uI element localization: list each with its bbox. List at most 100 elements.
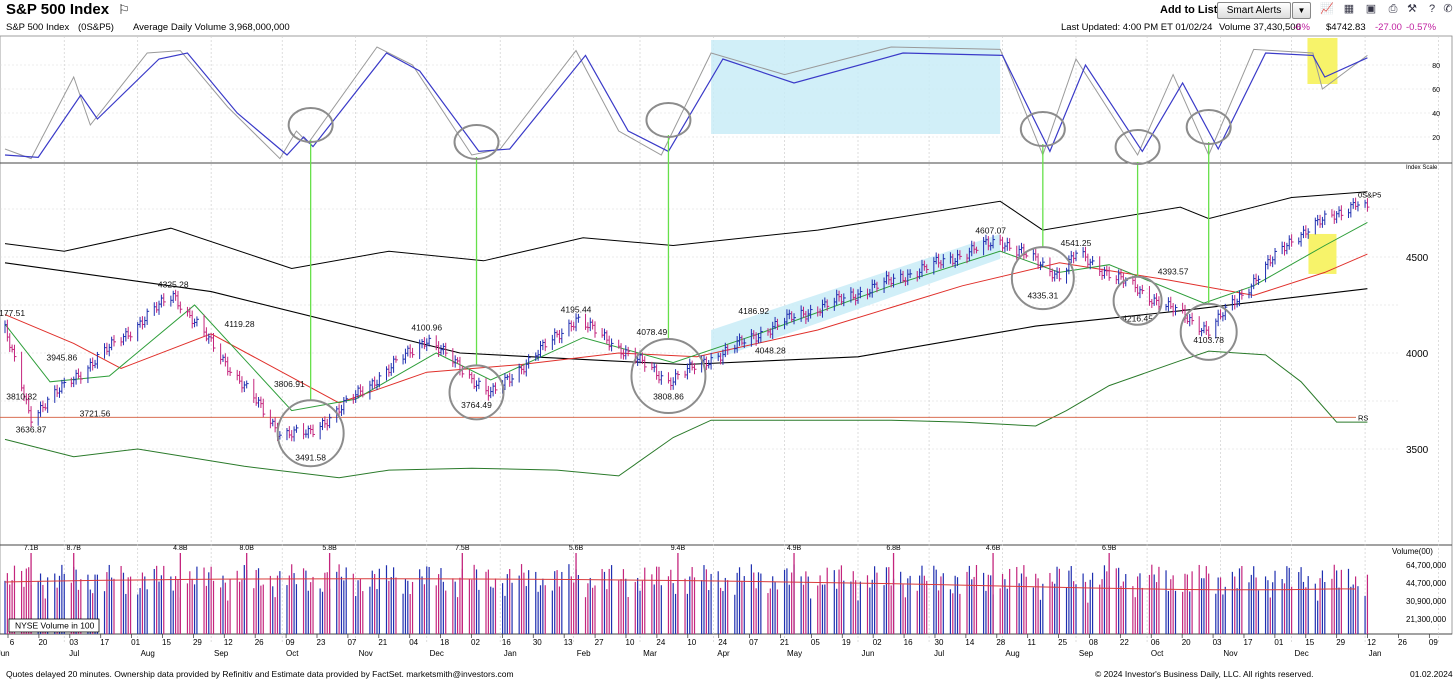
price-label: 3636.87: [16, 425, 47, 435]
ma-200-line: [4, 262, 1368, 366]
price-tick-label: 3500: [1406, 445, 1429, 456]
price-label: 3491.58: [295, 453, 326, 463]
month-label: Jul: [934, 649, 944, 658]
day-tick-label: 01: [1274, 638, 1283, 647]
stoch-low-circle: [1185, 109, 1232, 145]
price-low-circle: [1010, 246, 1075, 311]
day-tick-label: 23: [317, 638, 326, 647]
ma-21-line: [4, 221, 1368, 412]
price-label: 4216.45: [1122, 313, 1153, 323]
price-label: 3764.49: [461, 400, 492, 410]
day-tick-label: 28: [996, 638, 1005, 647]
day-tick-label: 09: [286, 638, 295, 647]
day-tick-label: 08: [1089, 638, 1098, 647]
volume-peak-label: 7.5B: [455, 545, 470, 552]
price-label: 3810.32: [6, 391, 37, 401]
price-label: 4541.25: [1061, 238, 1092, 248]
price-label: 4103.78: [1193, 335, 1224, 345]
footer: Quotes delayed 20 minutes. Ownership dat…: [0, 667, 1456, 681]
day-tick-label: 02: [873, 638, 882, 647]
volume-peak-label: 4.6B: [986, 545, 1001, 552]
month-label: Mar: [643, 649, 657, 658]
stoch-yellow-highlight: [1307, 38, 1338, 84]
stoch-slow-line: [4, 52, 1368, 159]
day-tick-label: 10: [687, 638, 696, 647]
phone-icon[interactable]: ✆: [1443, 3, 1453, 15]
price-label: 3721.56: [80, 408, 111, 418]
price-tick-label: 4000: [1406, 349, 1429, 360]
ma-50-line: [4, 253, 1368, 404]
day-tick-label: 02: [471, 638, 480, 647]
day-tick-label: 15: [1305, 638, 1314, 647]
price-low-circle: [276, 399, 345, 468]
price-label: 3808.86: [653, 392, 684, 402]
flag-icon[interactable]: ⚐: [118, 2, 130, 17]
month-label: Dec: [1294, 649, 1308, 658]
day-tick-label: 21: [780, 638, 789, 647]
stoch-tick-label: 60: [1432, 87, 1440, 94]
day-tick-label: 12: [224, 638, 233, 647]
page-title: S&P 500 Index: [6, 1, 110, 18]
month-label: Feb: [577, 649, 591, 658]
index-name: S&P 500 Index: [6, 22, 70, 33]
add-to-list-label: Add to List:: [1160, 4, 1222, 16]
day-tick-label: 01: [131, 638, 140, 647]
day-tick-label: 17: [100, 638, 109, 647]
price-label: 3945.86: [46, 352, 77, 362]
volume-peak-label: 8.0B: [239, 545, 254, 552]
month-label: Aug: [141, 649, 155, 658]
price-low-circle: [448, 364, 505, 421]
price-low-circle: [630, 338, 707, 415]
month-label: Jan: [504, 649, 517, 658]
price-label: 4119.28: [225, 319, 255, 329]
chart-icon[interactable]: 📈: [1320, 3, 1334, 15]
day-tick-label: 03: [69, 638, 78, 647]
day-tick-label: 26: [1398, 638, 1407, 647]
price-low-circle: [1179, 302, 1238, 361]
day-tick-label: 13: [564, 638, 573, 647]
footer-copyright: © 2024 Investor's Business Daily, LLC. A…: [1095, 669, 1314, 679]
volume-tick-label: 44,700,000: [1406, 579, 1447, 588]
day-tick-label: 6: [10, 638, 15, 647]
month-label: Oct: [286, 649, 299, 658]
month-label: Nov: [359, 649, 373, 658]
month-label: Oct: [1151, 649, 1164, 658]
chevron-down-icon[interactable]: ▼: [1292, 2, 1311, 19]
month-label: Jun: [0, 649, 10, 658]
volume-peak-label: 6.8B: [886, 545, 901, 552]
day-tick-label: 04: [409, 638, 418, 647]
tools-icon[interactable]: ⚒: [1407, 3, 1417, 15]
grid-icon[interactable]: ▦: [1343, 3, 1355, 15]
day-tick-label: 14: [965, 638, 974, 647]
price-label: 3806.91: [274, 379, 305, 389]
toolbar: S&P 500 Index ⚐ Add to List: Smart Alert…: [0, 0, 1456, 22]
day-tick-label: 20: [38, 638, 47, 647]
day-tick-label: 30: [935, 638, 944, 647]
stoch-low-circle: [1114, 129, 1161, 165]
export-icon[interactable]: ▣: [1365, 3, 1377, 15]
volume-peak-label: 7.1B: [24, 545, 39, 552]
day-tick-label: 29: [193, 638, 202, 647]
print-icon[interactable]: ⎙: [1388, 3, 1398, 15]
day-tick-label: 11: [1028, 638, 1037, 647]
help-icon[interactable]: ?: [1428, 3, 1436, 15]
smart-alerts-button[interactable]: Smart Alerts: [1217, 2, 1291, 19]
index-scale-label: Index Scale: [1406, 165, 1438, 171]
price-label: 4177.51: [0, 308, 25, 318]
volume-legend: NYSE Volume in 100: [15, 621, 95, 631]
price-label: 4195.44: [561, 304, 592, 314]
day-tick-label: 24: [718, 638, 727, 647]
volume-value: Volume 37,430,500: [1219, 22, 1301, 33]
rs-label: RS: [1358, 413, 1368, 422]
stoch-low-circle: [1019, 111, 1066, 147]
volume-axis-title: Volume(00): [1392, 547, 1433, 556]
volume-tick-label: 64,700,000: [1406, 561, 1447, 570]
info-bar: S&P 500 Index (0S&P5) Average Daily Volu…: [0, 22, 1456, 34]
month-label: Jun: [862, 649, 875, 658]
day-tick-label: 21: [378, 638, 387, 647]
price-label: 4335.31: [1027, 291, 1058, 301]
price-label: 4048.28: [755, 346, 786, 356]
price-label: 4325.28: [158, 280, 189, 290]
upper-line-label: 0S&P5: [1358, 191, 1381, 200]
footer-date: 01.02.2024: [1410, 669, 1453, 679]
